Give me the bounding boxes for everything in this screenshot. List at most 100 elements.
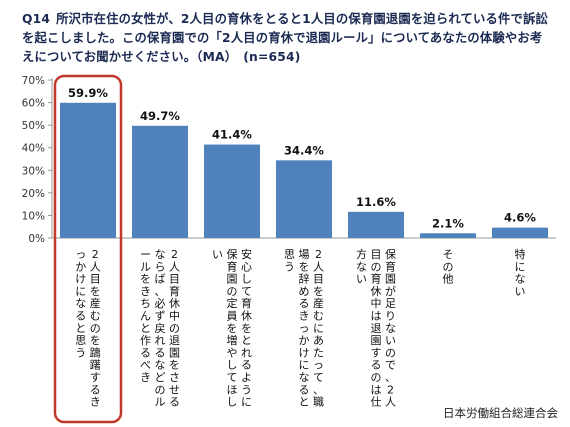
category-label-char: す (90, 371, 101, 384)
category-label-char: け (75, 273, 86, 286)
y-tick-label: 10% (22, 210, 45, 222)
category-label-char: の (169, 322, 180, 335)
category-label-char: 退 (169, 334, 180, 347)
category-label-char: ず (155, 310, 166, 323)
category-label-char: っ (313, 359, 324, 372)
category-label-char: 作 (140, 334, 151, 347)
category-label-char: か (299, 334, 310, 347)
category-label-char: き (299, 310, 310, 323)
category-label-char: さ (169, 371, 180, 384)
y-tick-label: 50% (22, 120, 45, 132)
category-label-char: 仕 (371, 396, 382, 409)
category-label-char: 目 (90, 273, 101, 286)
category-label-char: て (313, 371, 324, 384)
category-label-char: 退 (371, 322, 382, 335)
category-label-char: る (155, 346, 166, 359)
category-label-char: な (155, 359, 166, 372)
category-label-char: い (515, 285, 526, 298)
category-label-char: に (515, 260, 526, 273)
category-label-char: 目 (313, 273, 324, 286)
category-label-char: は (371, 310, 382, 323)
value-label: 2.1% (432, 216, 464, 230)
category-label-char: 園 (385, 273, 396, 286)
category-label-char: 休 (169, 297, 180, 310)
y-tick-label: 60% (22, 98, 45, 110)
category-label-char: な (515, 273, 526, 286)
category-label-char: 目 (371, 248, 382, 261)
category-label-char: べ (140, 359, 151, 372)
category-label-char: う (75, 346, 86, 359)
y-tick-label: 20% (22, 188, 45, 200)
category-label-char: 戻 (155, 322, 166, 335)
category-label-char: て (227, 371, 238, 384)
category-label-char: 育 (227, 259, 238, 273)
category-label-char: い (385, 334, 396, 347)
category-label-char: 職 (313, 396, 324, 409)
category-label-char: き (140, 285, 151, 298)
category-label-char: っ (75, 248, 86, 261)
category-label-char: 育 (241, 296, 252, 310)
category-label-char: し (227, 359, 238, 372)
category-label-char: か (75, 260, 86, 273)
category-label-char: 育 (371, 272, 382, 286)
category-label-char: を (90, 285, 101, 298)
category-label-char: 辞 (299, 272, 310, 286)
bar (132, 125, 188, 238)
category-label-char: 保 (385, 247, 396, 261)
y-tick-label: 70% (22, 75, 45, 87)
category-label: その他 (443, 248, 454, 286)
category-label-char: れ (155, 334, 166, 347)
category-label-char: と (241, 334, 252, 347)
category-label-char: む (313, 310, 324, 323)
category-label-char: 思 (284, 248, 295, 261)
category-label-char: 人 (313, 260, 324, 273)
category-label-char: の (371, 260, 382, 273)
category-label-char: し (227, 396, 238, 409)
category-label-char: 人 (385, 396, 396, 409)
category-label-char: し (241, 273, 252, 286)
category-label-char: な (356, 260, 367, 273)
value-label: 4.6% (504, 211, 536, 225)
category-label-char: 増 (227, 334, 238, 347)
category-label-char: 園 (227, 273, 238, 286)
source-credit: 日本労働組合総連合会 (443, 406, 558, 420)
category-label-char: ち (140, 297, 151, 310)
category-label-char: や (227, 346, 238, 359)
category-label-char: が (385, 284, 396, 298)
category-label-char: っ (299, 322, 310, 335)
category-label-char: 、 (385, 371, 396, 384)
category-label-char: な (385, 322, 396, 335)
category-label-char: の (371, 371, 382, 384)
category-label-char: の (90, 322, 101, 335)
category-label-char: 2 (171, 248, 178, 261)
category-label-char: 園 (169, 346, 180, 359)
category-label-char: に (313, 322, 324, 335)
category-label-char: 2 (387, 383, 394, 396)
value-label: 11.6% (356, 195, 396, 209)
category-label-char: の (443, 260, 454, 273)
bar (348, 211, 404, 238)
category-label-char: の (385, 346, 396, 359)
question-title: Q14 所沢市在住の女性が、2人目の育休をとると1人目の保育園退園を迫られている件… (22, 10, 552, 67)
category-label-char: う (284, 260, 295, 273)
category-label-char: 躇 (90, 358, 101, 372)
category-label-char: で (385, 359, 396, 372)
category-label-char: 必 (155, 297, 166, 310)
category-label-char: ほ (227, 383, 238, 396)
category-label-char: い (356, 273, 367, 286)
category-label-char: 中 (371, 297, 382, 310)
category-label-char: る (299, 297, 310, 310)
category-label-char: 心 (241, 260, 252, 273)
highlight-box (53, 74, 123, 424)
category-label-char: ん (140, 310, 151, 323)
category-label-char: な (75, 297, 86, 310)
category-label-char: き (140, 371, 151, 384)
question-number: Q14 (22, 12, 51, 26)
category-label-char: に (299, 359, 310, 372)
category-label-char: と (75, 322, 86, 335)
category-label-char: を (227, 322, 238, 335)
